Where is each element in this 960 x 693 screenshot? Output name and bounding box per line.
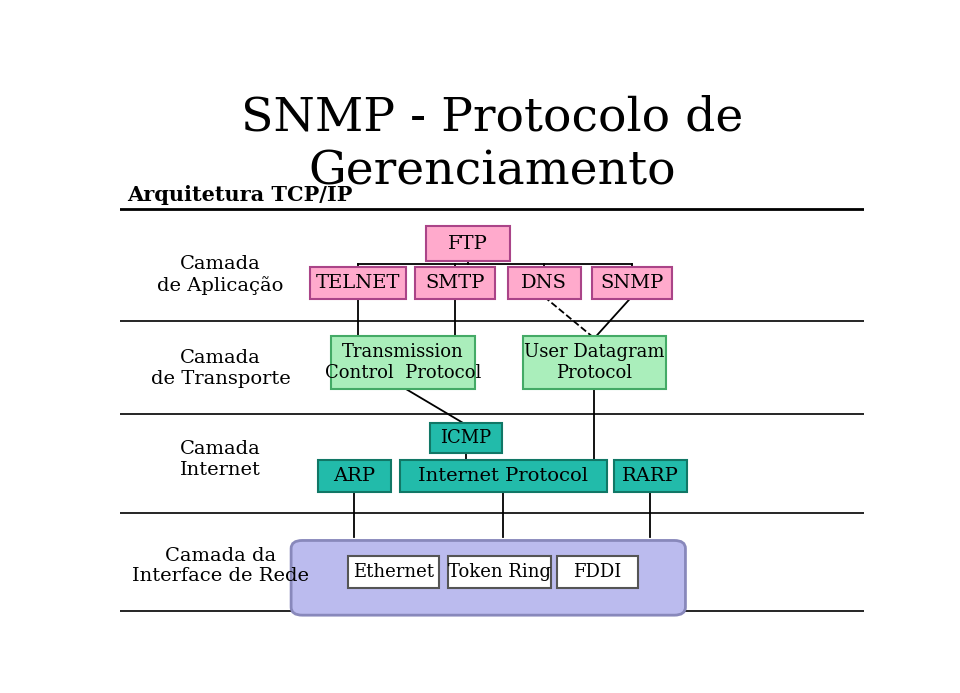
Text: ARP: ARP (333, 467, 375, 485)
FancyBboxPatch shape (591, 267, 672, 299)
Text: FDDI: FDDI (573, 563, 622, 581)
Text: Internet Protocol: Internet Protocol (419, 467, 588, 485)
FancyBboxPatch shape (399, 460, 607, 492)
Text: ICMP: ICMP (441, 429, 492, 447)
Text: DNS: DNS (521, 274, 567, 292)
Text: Camada
de Transporte: Camada de Transporte (151, 349, 290, 388)
FancyBboxPatch shape (318, 460, 391, 492)
Text: TELNET: TELNET (316, 274, 400, 292)
FancyBboxPatch shape (522, 336, 666, 389)
FancyBboxPatch shape (291, 541, 685, 615)
FancyBboxPatch shape (508, 267, 581, 299)
FancyBboxPatch shape (429, 423, 502, 453)
FancyBboxPatch shape (331, 336, 475, 389)
FancyBboxPatch shape (426, 226, 510, 261)
FancyBboxPatch shape (310, 267, 406, 299)
Text: Arquitetura TCP/IP: Arquitetura TCP/IP (128, 185, 353, 205)
Text: User Datagram
Protocol: User Datagram Protocol (524, 343, 664, 382)
FancyBboxPatch shape (448, 556, 551, 588)
Text: Transmission
Control  Protocol: Transmission Control Protocol (324, 343, 481, 382)
FancyBboxPatch shape (558, 556, 637, 588)
FancyBboxPatch shape (415, 267, 495, 299)
FancyBboxPatch shape (348, 556, 439, 588)
Text: RARP: RARP (622, 467, 679, 485)
FancyBboxPatch shape (614, 460, 687, 492)
Text: Token Ring: Token Ring (448, 563, 551, 581)
Text: Camada
de Aplicação: Camada de Aplicação (157, 255, 283, 295)
Text: Ethernet: Ethernet (353, 563, 434, 581)
Text: SNMP: SNMP (600, 274, 663, 292)
Text: FTP: FTP (448, 235, 488, 253)
Text: Camada
Internet: Camada Internet (180, 440, 261, 479)
Text: SNMP - Protocolo de
Gerenciamento: SNMP - Protocolo de Gerenciamento (241, 95, 743, 194)
Text: SMTP: SMTP (425, 274, 485, 292)
Text: Camada da
Interface de Rede: Camada da Interface de Rede (132, 547, 309, 586)
